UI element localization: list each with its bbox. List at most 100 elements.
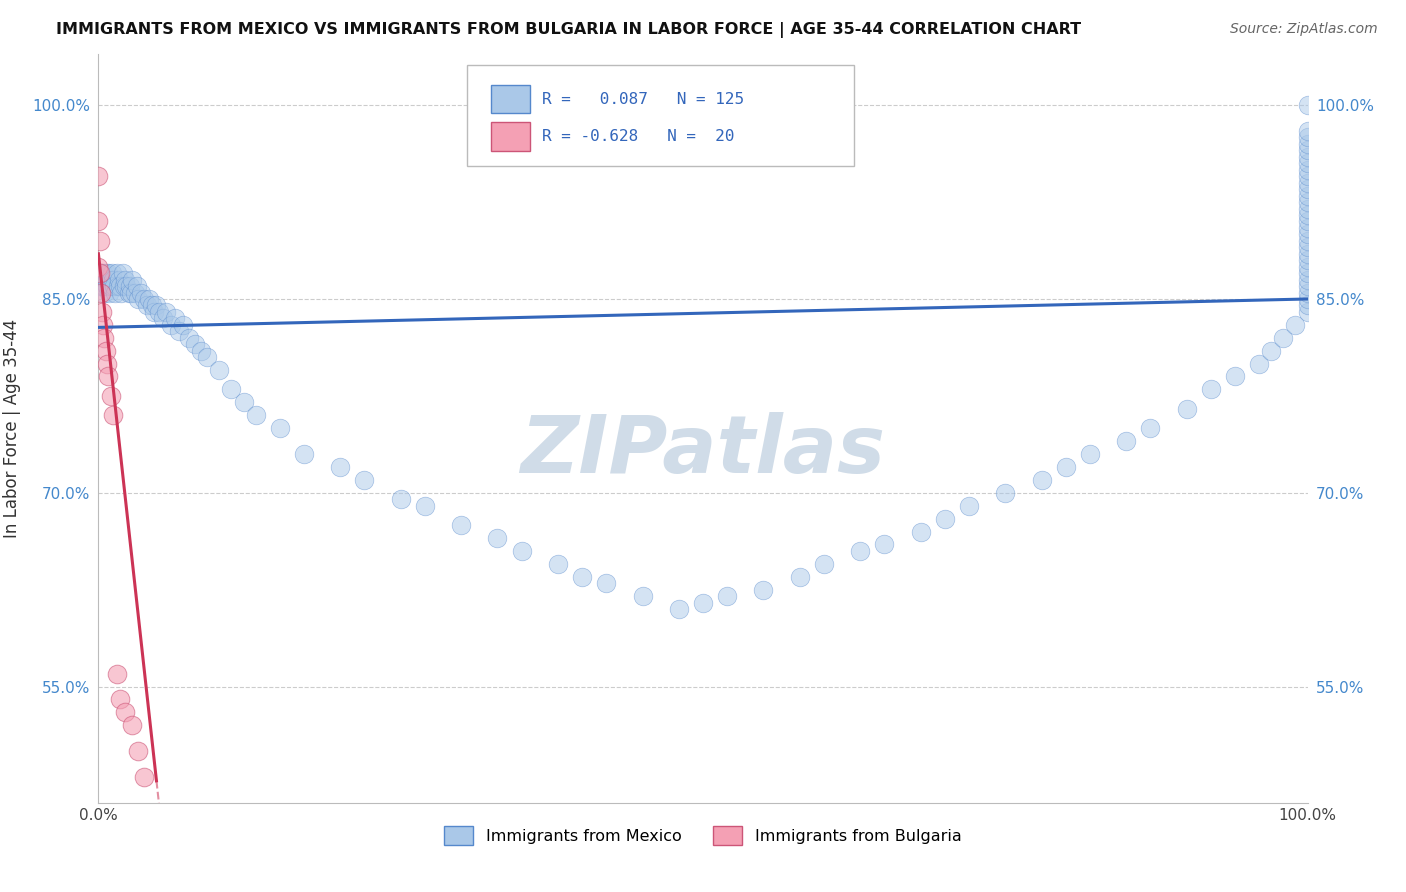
Point (96, 272, 118, 286)
Point (1296, 169, 1319, 184)
Point (486, 531, 509, 545)
Point (813, 557, 835, 571)
Point (121, 272, 143, 286)
Point (1296, 253, 1319, 268)
Point (245, 409, 267, 423)
Point (127, 744, 149, 758)
Point (1296, 136, 1319, 151)
Point (135, 298, 157, 312)
Point (510, 544, 533, 558)
Point (145, 298, 167, 312)
Point (1078, 447, 1101, 461)
Point (232, 395, 254, 409)
Point (1296, 240, 1319, 254)
Point (105, 666, 128, 681)
Point (1296, 285, 1319, 300)
Point (100, 279, 122, 293)
Point (208, 363, 231, 377)
Point (93, 285, 115, 300)
Point (101, 409, 124, 423)
Point (94, 343, 117, 358)
Point (114, 272, 136, 286)
Point (1296, 202, 1319, 216)
Point (1296, 214, 1319, 228)
Point (1296, 130, 1319, 145)
Point (1284, 318, 1306, 332)
Point (1296, 98, 1319, 112)
Point (94, 266, 117, 280)
Point (1296, 298, 1319, 312)
Point (91, 318, 114, 332)
Point (114, 706, 136, 720)
Point (873, 537, 896, 551)
Point (184, 337, 207, 351)
Text: R =   0.087   N = 125: R = 0.087 N = 125 (543, 92, 744, 107)
Point (118, 285, 141, 300)
Point (93, 331, 115, 345)
Point (1054, 459, 1077, 474)
Point (1260, 343, 1282, 358)
Point (692, 596, 714, 610)
Point (1296, 182, 1319, 196)
Point (547, 557, 569, 571)
Point (152, 311, 174, 326)
FancyBboxPatch shape (492, 85, 530, 113)
Point (329, 459, 352, 474)
Point (100, 272, 122, 286)
Point (1296, 156, 1319, 170)
Point (195, 350, 218, 364)
Y-axis label: In Labor Force | Age 35-44: In Labor Force | Age 35-44 (3, 318, 21, 538)
Point (134, 292, 156, 306)
Point (96, 357, 118, 371)
Point (87, 272, 110, 286)
Point (103, 279, 125, 293)
Point (107, 279, 129, 293)
Point (160, 318, 183, 332)
Point (269, 421, 291, 435)
Point (1296, 305, 1319, 319)
Point (1296, 246, 1319, 260)
Point (389, 492, 412, 507)
Point (221, 383, 243, 397)
Point (172, 318, 194, 332)
Legend: Immigrants from Mexico, Immigrants from Bulgaria: Immigrants from Mexico, Immigrants from … (437, 820, 969, 851)
Point (631, 589, 654, 603)
Point (1031, 473, 1053, 487)
Point (1296, 227, 1319, 242)
Point (1296, 266, 1319, 280)
Point (1139, 421, 1161, 435)
Point (1296, 162, 1319, 177)
Point (108, 279, 131, 293)
Point (1175, 401, 1198, 416)
Point (91, 279, 114, 293)
Point (413, 499, 436, 513)
Point (1115, 434, 1137, 448)
Point (910, 524, 932, 539)
Point (96, 279, 118, 293)
Point (143, 305, 166, 319)
Point (97, 266, 120, 280)
Point (89, 266, 111, 280)
Point (134, 770, 156, 784)
Point (1296, 144, 1319, 158)
Point (87, 279, 110, 293)
Point (1296, 124, 1319, 138)
Point (1296, 279, 1319, 293)
Point (87, 214, 110, 228)
Text: ZIPatlas: ZIPatlas (520, 411, 886, 490)
Point (108, 692, 131, 706)
Point (138, 292, 160, 306)
Point (87, 169, 110, 184)
Point (1296, 221, 1319, 235)
Point (752, 582, 775, 597)
Point (112, 279, 135, 293)
Point (91, 305, 114, 319)
Point (93, 279, 115, 293)
Point (118, 279, 141, 293)
Point (110, 285, 132, 300)
Point (121, 718, 143, 732)
Point (141, 298, 163, 312)
Point (101, 272, 124, 286)
Point (120, 285, 142, 300)
Point (353, 473, 375, 487)
